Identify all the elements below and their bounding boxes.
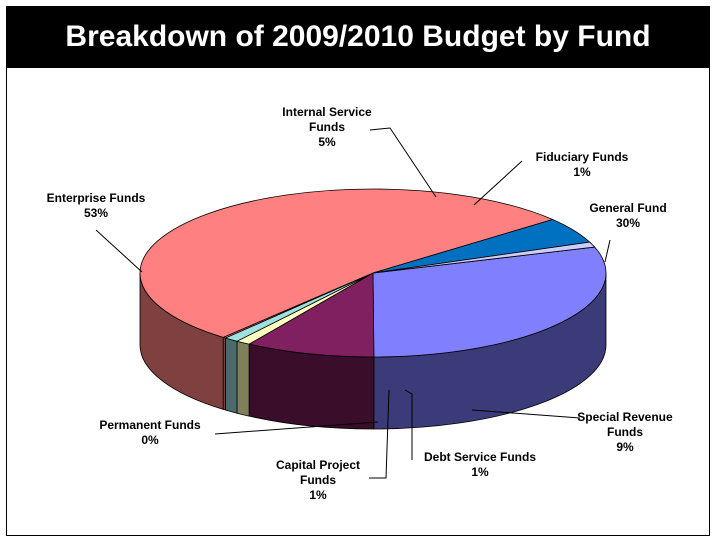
label-special-revenue-funds: Special Revenue Funds — [577, 410, 673, 439]
leader-line-special-revenue-funds — [471, 409, 581, 419]
label-general-fund: General Fund — [589, 201, 666, 215]
side-capital-project-funds — [225, 337, 238, 414]
side-debt-service-funds — [236, 340, 250, 417]
leader-line-permanent-funds — [214, 421, 379, 435]
leader-line-capital-project-funds — [369, 389, 390, 479]
label-internal-service-funds: Internal Service Funds — [282, 105, 372, 134]
leader-line-internal-service-funds — [369, 127, 437, 198]
leader-line-enterprise-funds — [95, 229, 143, 273]
percent-permanent-funds: 0% — [141, 433, 159, 447]
label-debt-service-funds: Debt Service Funds — [424, 450, 536, 464]
slice-special-revenue-funds — [248, 272, 375, 358]
label-enterprise-funds: Enterprise Funds — [47, 191, 146, 205]
leader-line-fiduciary-funds — [473, 160, 523, 206]
percent-fiduciary-funds: 1% — [573, 165, 591, 179]
label-fiduciary-funds: Fiduciary Funds — [536, 150, 629, 164]
slice-general-fund — [372, 246, 607, 358]
chart-title: Breakdown of 2009/2010 Budget by Fund — [65, 20, 651, 53]
percent-general-fund: 30% — [616, 216, 640, 230]
label-permanent-funds: Permanent Funds — [99, 418, 201, 432]
slice-fiduciary-funds — [372, 241, 596, 274]
label-capital-project-funds: Capital Project Funds — [276, 458, 360, 487]
slice-enterprise-funds — [139, 188, 554, 338]
percent-debt-service-funds: 1% — [471, 465, 489, 479]
percent-special-revenue-funds: 9% — [616, 440, 634, 454]
leader-line-general-fund — [604, 239, 611, 263]
percent-enterprise-funds: 53% — [84, 206, 108, 220]
leader-line-debt-service-funds — [404, 389, 413, 460]
title-bar: Breakdown of 2009/2010 Budget by Fund — [6, 6, 710, 68]
percent-capital-project-funds: 1% — [309, 488, 327, 502]
percent-internal-service-funds: 5% — [318, 135, 336, 149]
